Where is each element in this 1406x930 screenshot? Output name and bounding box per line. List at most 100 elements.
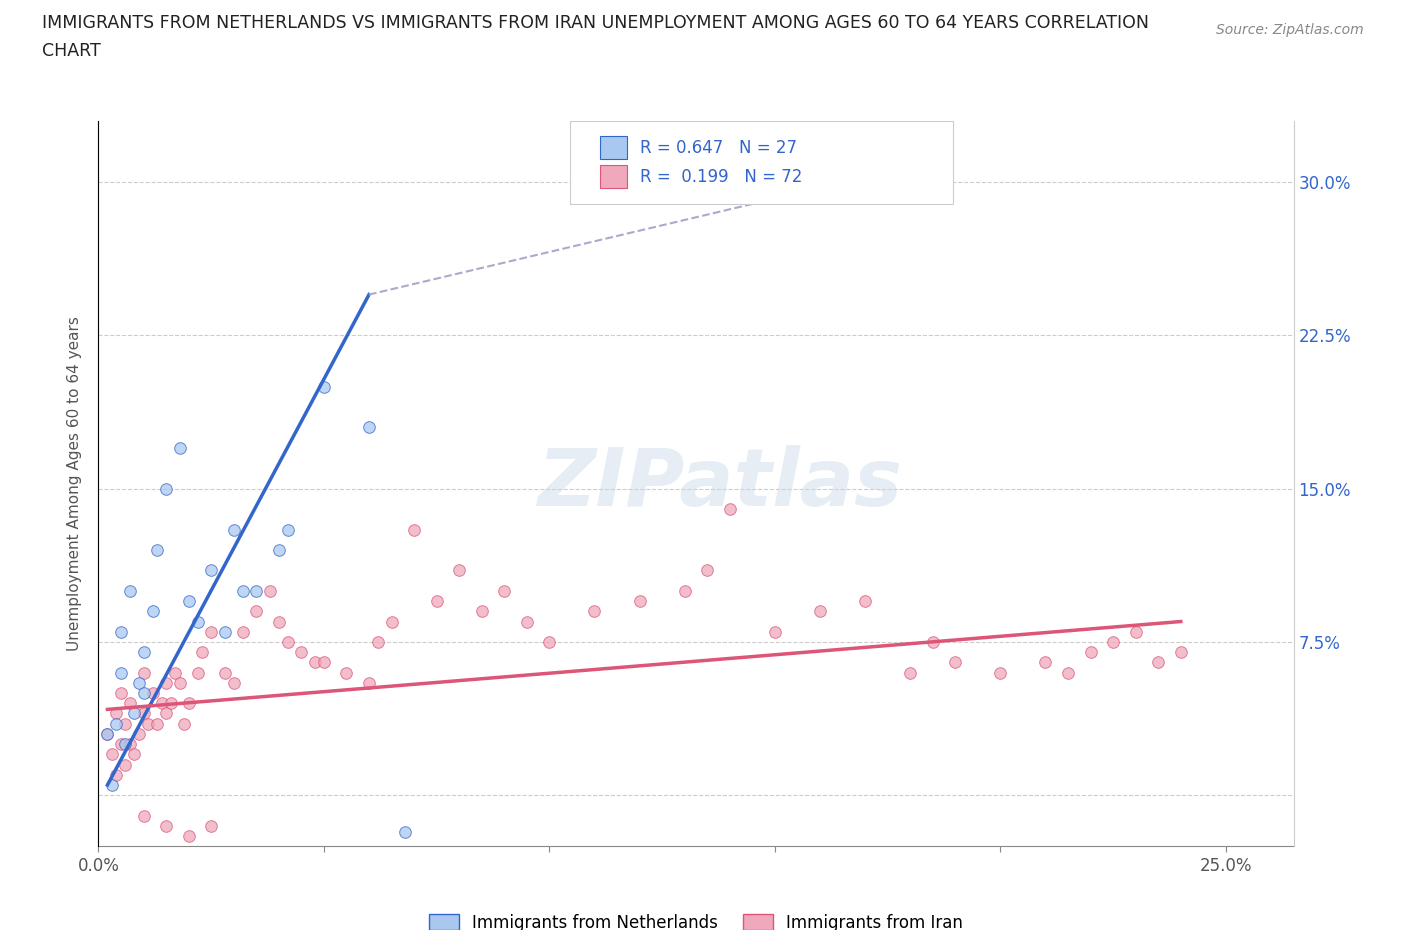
Point — [110, 737, 132, 751]
Text: R =  0.199   N = 72: R = 0.199 N = 72 — [640, 168, 803, 187]
Point — [394, 825, 416, 840]
Point — [159, 696, 181, 711]
Point — [128, 675, 150, 690]
Point — [583, 604, 606, 618]
Point — [404, 522, 426, 537]
Point — [367, 634, 389, 649]
Point — [673, 583, 696, 598]
Point — [494, 583, 516, 598]
Point — [105, 716, 128, 731]
Point — [214, 665, 236, 680]
Point — [335, 665, 357, 680]
Point — [191, 644, 214, 659]
Point — [1170, 644, 1192, 659]
Point — [173, 716, 195, 731]
Point — [141, 604, 163, 618]
Point — [155, 675, 177, 690]
Point — [763, 624, 786, 639]
Point — [132, 665, 155, 680]
Point — [222, 675, 245, 690]
Point — [943, 655, 966, 670]
Point — [1147, 655, 1170, 670]
Point — [146, 542, 169, 557]
Point — [146, 716, 169, 731]
Point — [118, 696, 141, 711]
Point — [853, 593, 876, 608]
Point — [1080, 644, 1102, 659]
Point — [214, 624, 236, 639]
Point — [696, 563, 718, 578]
Text: R = 0.647   N = 27: R = 0.647 N = 27 — [640, 140, 797, 157]
Point — [990, 665, 1012, 680]
Point — [124, 747, 146, 762]
Point — [110, 685, 132, 700]
Text: CHART: CHART — [42, 42, 101, 60]
Point — [357, 675, 380, 690]
Point — [177, 696, 200, 711]
Point — [136, 716, 159, 731]
Point — [177, 593, 200, 608]
Point — [141, 685, 163, 700]
Point — [132, 706, 155, 721]
Point — [177, 829, 200, 844]
Point — [718, 501, 741, 516]
Point — [357, 420, 380, 435]
Point — [96, 726, 118, 741]
Point — [187, 665, 209, 680]
Point — [1057, 665, 1080, 680]
Point — [169, 675, 191, 690]
Legend: Immigrants from Netherlands, Immigrants from Iran: Immigrants from Netherlands, Immigrants … — [420, 906, 972, 930]
Point — [155, 481, 177, 496]
Point — [105, 767, 128, 782]
Text: Source: ZipAtlas.com: Source: ZipAtlas.com — [1216, 23, 1364, 37]
Point — [232, 583, 254, 598]
Point — [124, 706, 146, 721]
Point — [222, 522, 245, 537]
Point — [426, 593, 449, 608]
Text: ZIPatlas: ZIPatlas — [537, 445, 903, 523]
Point — [312, 655, 335, 670]
FancyBboxPatch shape — [600, 137, 627, 159]
Point — [110, 665, 132, 680]
Point — [200, 563, 222, 578]
Point — [304, 655, 326, 670]
Y-axis label: Unemployment Among Ages 60 to 64 years: Unemployment Among Ages 60 to 64 years — [67, 316, 83, 651]
Point — [101, 747, 124, 762]
Point — [128, 726, 150, 741]
Point — [538, 634, 561, 649]
Point — [169, 441, 191, 456]
Point — [245, 583, 267, 598]
Point — [96, 726, 118, 741]
Point — [155, 818, 177, 833]
Point — [132, 808, 155, 823]
Point — [1035, 655, 1057, 670]
Point — [267, 614, 290, 629]
Point — [516, 614, 538, 629]
Point — [380, 614, 402, 629]
Point — [628, 593, 651, 608]
Point — [259, 583, 281, 598]
Point — [110, 624, 132, 639]
Point — [132, 685, 155, 700]
Point — [114, 716, 136, 731]
Point — [277, 522, 299, 537]
Point — [290, 644, 312, 659]
Point — [471, 604, 494, 618]
Point — [898, 665, 921, 680]
Point — [312, 379, 335, 394]
Point — [1125, 624, 1147, 639]
Point — [114, 737, 136, 751]
Point — [165, 665, 187, 680]
Point — [105, 706, 128, 721]
Point — [132, 644, 155, 659]
Point — [277, 634, 299, 649]
Point — [245, 604, 267, 618]
Point — [808, 604, 831, 618]
Point — [150, 696, 173, 711]
Point — [921, 634, 943, 649]
Point — [118, 583, 141, 598]
Point — [232, 624, 254, 639]
Point — [101, 777, 124, 792]
Point — [449, 563, 471, 578]
FancyBboxPatch shape — [571, 121, 953, 205]
